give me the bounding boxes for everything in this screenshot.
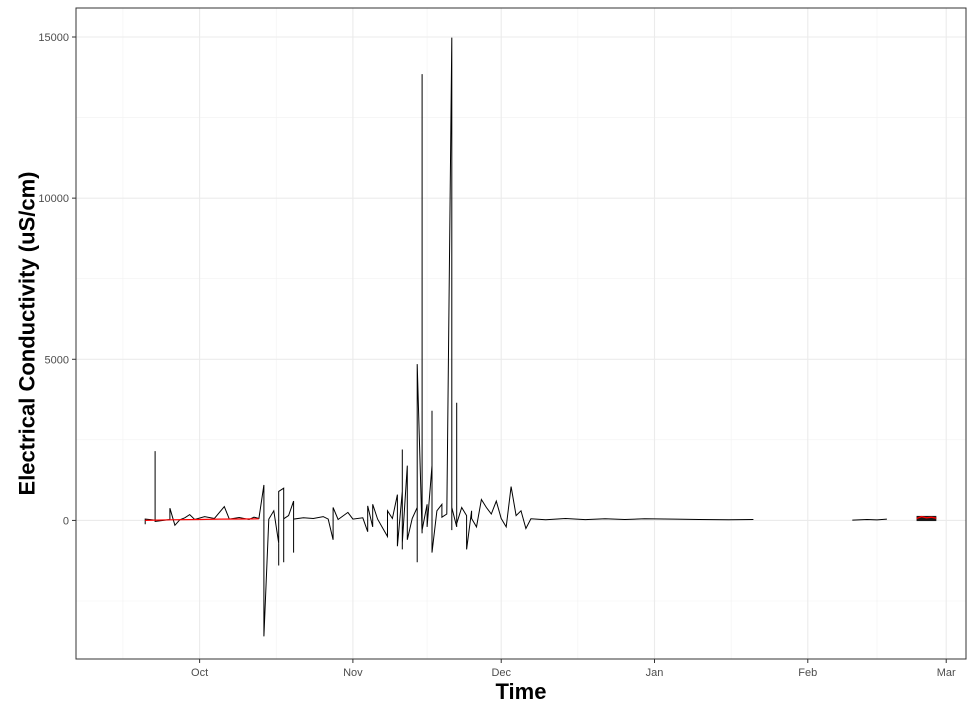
y-tick-label: 0	[63, 515, 69, 527]
minor-gridlines	[76, 8, 966, 659]
x-tick-label: Nov	[343, 667, 363, 679]
x-tick-label: Jan	[646, 667, 664, 679]
plot-border	[75, 7, 967, 660]
major-gridlines	[76, 8, 966, 659]
series-1-line-segment-1	[144, 37, 754, 637]
series-1-line-segment-2	[852, 518, 887, 521]
x-tick-label: Feb	[798, 667, 817, 679]
y-axis-title: Electrical Conductivity (uS/cm)	[15, 172, 40, 496]
y-tick-label: 10000	[38, 193, 69, 205]
x-tick-label: Dec	[491, 667, 511, 679]
data-series	[144, 37, 937, 637]
y-tick-label: 15000	[38, 32, 69, 44]
y-axis: 0 5000 10000 15000	[38, 32, 76, 527]
y-tick-label: 5000	[45, 354, 69, 366]
x-tick-label: Mar	[937, 667, 956, 679]
series-2-line-segment-1	[145, 518, 259, 521]
x-axis: Oct Nov Dec Jan Feb Mar	[191, 659, 956, 679]
x-axis-title: Time	[496, 679, 547, 704]
series-2-overlay-segment	[916, 515, 937, 520]
x-tick-label: Oct	[191, 667, 208, 679]
